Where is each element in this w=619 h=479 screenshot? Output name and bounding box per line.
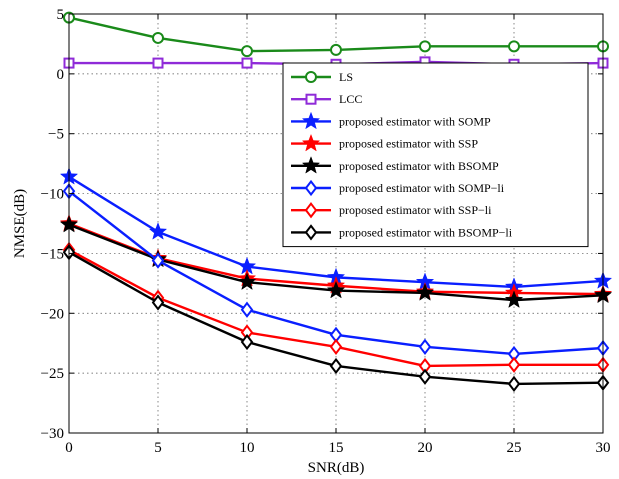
legend-item: LCC [291,92,362,106]
legend-swatch-marker [302,156,320,174]
legend-label: proposed estimator with SSP−li [339,203,492,217]
data-point [329,338,343,355]
legend-swatch-marker [305,71,317,83]
y-tick-label: −25 [41,366,64,382]
legend-item: proposed estimator with SSP−li [291,202,492,219]
data-point [149,222,167,240]
data-point [238,272,256,290]
y-tick-label: −30 [41,426,64,442]
y-tick-label: −20 [41,306,64,322]
data-point [241,45,253,58]
legend-swatch-marker [304,202,318,219]
legend-swatch-marker [304,179,318,197]
data-point [418,368,432,385]
legend-box [282,62,589,248]
x-tick-label: 0 [65,440,73,456]
x-tick-label: 15 [329,440,344,456]
legend-label: LCC [339,92,362,106]
x-tick-label: 5 [154,440,162,456]
legend-label: proposed estimator with BSOMP−li [339,225,513,239]
legend-item: LS [291,70,353,84]
legend-swatch-marker [305,93,317,105]
legend-swatch-marker [302,112,320,129]
data-point [419,40,431,53]
legend-item: proposed estimator with BSOMP [291,156,499,174]
series-7 [62,244,610,393]
legend-item: proposed estimator with SOMP−li [291,179,505,197]
data-point [507,375,521,393]
tick-marks [68,13,604,434]
data-point [240,333,254,351]
data-point [240,301,254,318]
legend-item: proposed estimator with SOMP [291,112,491,129]
y-tick-label: −10 [41,187,64,203]
data-point [505,290,523,308]
x-tick-label: 10 [240,440,255,456]
legend-label: proposed estimator with SOMP−li [339,181,505,195]
data-point [418,338,432,355]
y-tick-label: 0 [57,67,65,83]
data-point [508,40,520,53]
y-axis-label: NMSE(dB) [12,189,28,258]
data-point [416,283,434,301]
data-point [241,57,253,69]
data-point [327,281,345,299]
y-tick-label: 5 [57,7,65,23]
x-tick-label: 20 [418,440,433,456]
y-tick-label: −5 [48,127,64,143]
y-tick-label: −15 [41,246,64,262]
legend-swatch-marker [302,134,320,152]
legend-label: proposed estimator with BSOMP [339,159,499,173]
legend-label: proposed estimator with SOMP [339,114,491,128]
data-point [330,43,342,56]
legend-item: proposed estimator with SSP [291,134,478,152]
data-point [507,356,521,373]
x-axis-label: SNR(dB) [308,460,365,476]
data-point [329,357,343,375]
x-tick-label: 30 [596,440,611,456]
legend-item: proposed estimator with BSOMP−li [291,224,513,241]
data-point [152,31,164,44]
legend: LS LCC proposed estimator with SOMP propose… [282,62,589,248]
x-tick-label: 25 [507,440,522,456]
legend-swatch-marker [304,224,318,241]
legend-label: proposed estimator with SSP [339,137,478,151]
data-point [151,294,165,311]
data-point [152,57,164,69]
data-point [151,252,165,269]
legend-label: LS [339,70,353,84]
series-layer [60,11,612,393]
